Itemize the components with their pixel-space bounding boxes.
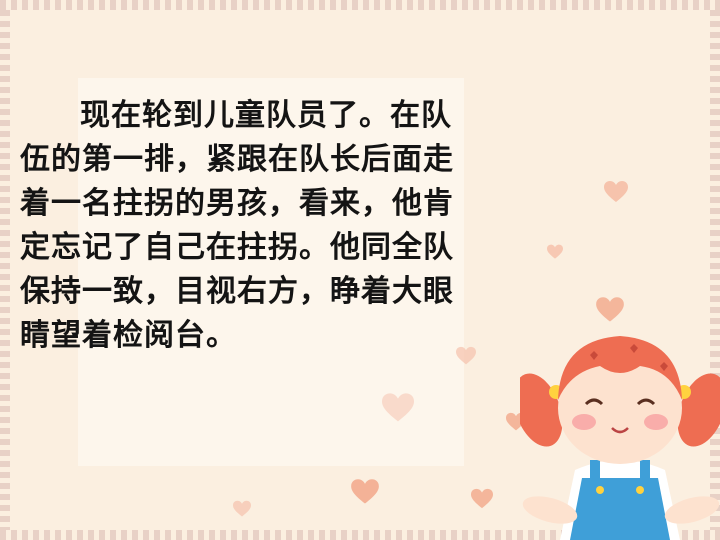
heart-icon (471, 488, 493, 509)
story-line: 定忘记了自己在拄拐。他同全队 (20, 230, 454, 265)
heart-icon (604, 181, 628, 202)
story-line: 伍的第一排，紧跟在队长后面走 (20, 142, 454, 177)
story-line: 保持一致，目视右方，睁着大眼 (20, 274, 454, 309)
heart-icon (456, 346, 476, 365)
cartoon-girl (520, 336, 720, 540)
story-line: 睛望着检阅台。 (20, 318, 237, 353)
heart-icon (382, 393, 414, 422)
story-paragraph: 现在轮到儿童队员了。在队 伍的第一排，紧跟在队长后面走 着一名拄拐的男孩，看来，… (20, 94, 540, 358)
heart-icon (351, 479, 379, 504)
heart-icon (233, 500, 251, 517)
story-line: 着一名拄拐的男孩，看来，他肯 (20, 186, 454, 221)
decorative-border-left (0, 10, 10, 530)
heart-icon (547, 244, 563, 259)
heart-icon (596, 297, 624, 322)
decorative-border-bottom (0, 530, 720, 540)
story-line: 现在轮到儿童队员了。在队 (80, 98, 452, 133)
decorative-border-right (710, 10, 720, 530)
decorative-border-top (0, 0, 720, 10)
